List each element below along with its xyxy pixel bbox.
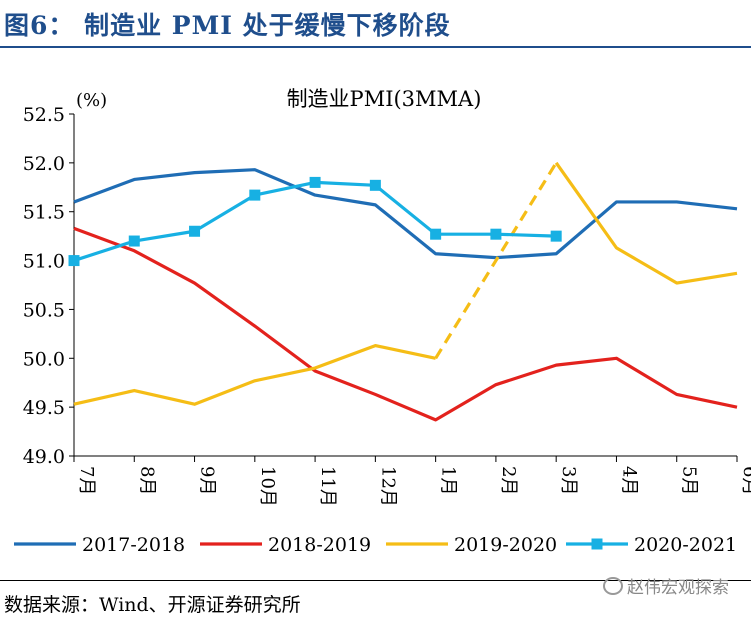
wechat-icon xyxy=(603,577,623,595)
y-unit-label: (%) xyxy=(76,90,107,111)
y-tick-label: 49.0 xyxy=(23,446,65,468)
source-rule xyxy=(0,580,751,581)
series-line-2017-2018 xyxy=(73,168,738,260)
source-note: 数据来源：Wind、开源证券研究所 xyxy=(4,594,301,616)
series-line-2018-2019 xyxy=(73,226,738,422)
series-line-2019-2020 xyxy=(554,161,738,285)
series-marker-2020-2021 xyxy=(249,189,261,201)
y-tick-label: 51.5 xyxy=(23,202,65,224)
y-tick-label: 52.0 xyxy=(23,153,65,175)
series-marker-2020-2021 xyxy=(430,228,442,240)
legend-marker-2020-2021 xyxy=(591,538,603,550)
x-tick-label: 6月 xyxy=(739,466,751,495)
series-marker-2020-2021 xyxy=(309,176,321,188)
y-tick-label: 50.0 xyxy=(23,348,65,370)
series-marker-2020-2021 xyxy=(369,179,381,191)
x-tick-label: 9月 xyxy=(197,466,218,495)
pmi-line-chart: 49.0 49.5 50.0 50.5 51.0 51.5 52.0 52.5 (%) 制造业PM… xyxy=(14,87,751,556)
watermark-text: 赵伟宏观探索 xyxy=(627,578,729,598)
x-tick-label: 4月 xyxy=(618,466,639,495)
legend-label-2019-2020: 2019-2020 xyxy=(454,534,557,556)
watermark: 赵伟宏观探索 xyxy=(603,573,729,598)
series-line-2019-2020 xyxy=(73,343,436,406)
x-tick-label: 10月 xyxy=(257,466,278,507)
x-tick-label: 12月 xyxy=(377,466,398,507)
y-tick-label: 50.5 xyxy=(23,299,65,321)
x-tick-label: 2月 xyxy=(498,466,519,495)
y-tick-label: 51.0 xyxy=(23,251,65,273)
series-marker-2020-2021 xyxy=(189,225,201,237)
x-tick-label: 8月 xyxy=(136,466,157,495)
chart-title: 制造业PMI(3MMA) xyxy=(287,87,482,111)
series-marker-2020-2021 xyxy=(68,255,80,267)
series-marker-2020-2021 xyxy=(550,230,562,242)
x-tick-label: 7月 xyxy=(76,466,97,495)
title-rule xyxy=(0,46,751,48)
x-tick-label: 1月 xyxy=(438,466,459,495)
y-tick-label: 52.5 xyxy=(23,104,65,126)
x-tick-label: 11月 xyxy=(317,466,338,507)
x-tick-label: 3月 xyxy=(558,466,579,495)
x-tick-label: 5月 xyxy=(679,466,700,495)
legend-label-2020-2021: 2020-2021 xyxy=(634,534,737,556)
legend-label-2018-2019: 2018-2019 xyxy=(268,534,371,556)
y-tick-label: 49.5 xyxy=(23,397,65,419)
legend-label-2017-2018: 2017-2018 xyxy=(82,534,185,556)
series-marker-2020-2021 xyxy=(490,228,502,240)
series-line-dashed-2019-2020 xyxy=(434,162,558,360)
series-marker-2020-2021 xyxy=(128,235,140,247)
figure-title: 图6： 制造业 PMI 处于缓慢下移阶段 xyxy=(4,11,451,40)
